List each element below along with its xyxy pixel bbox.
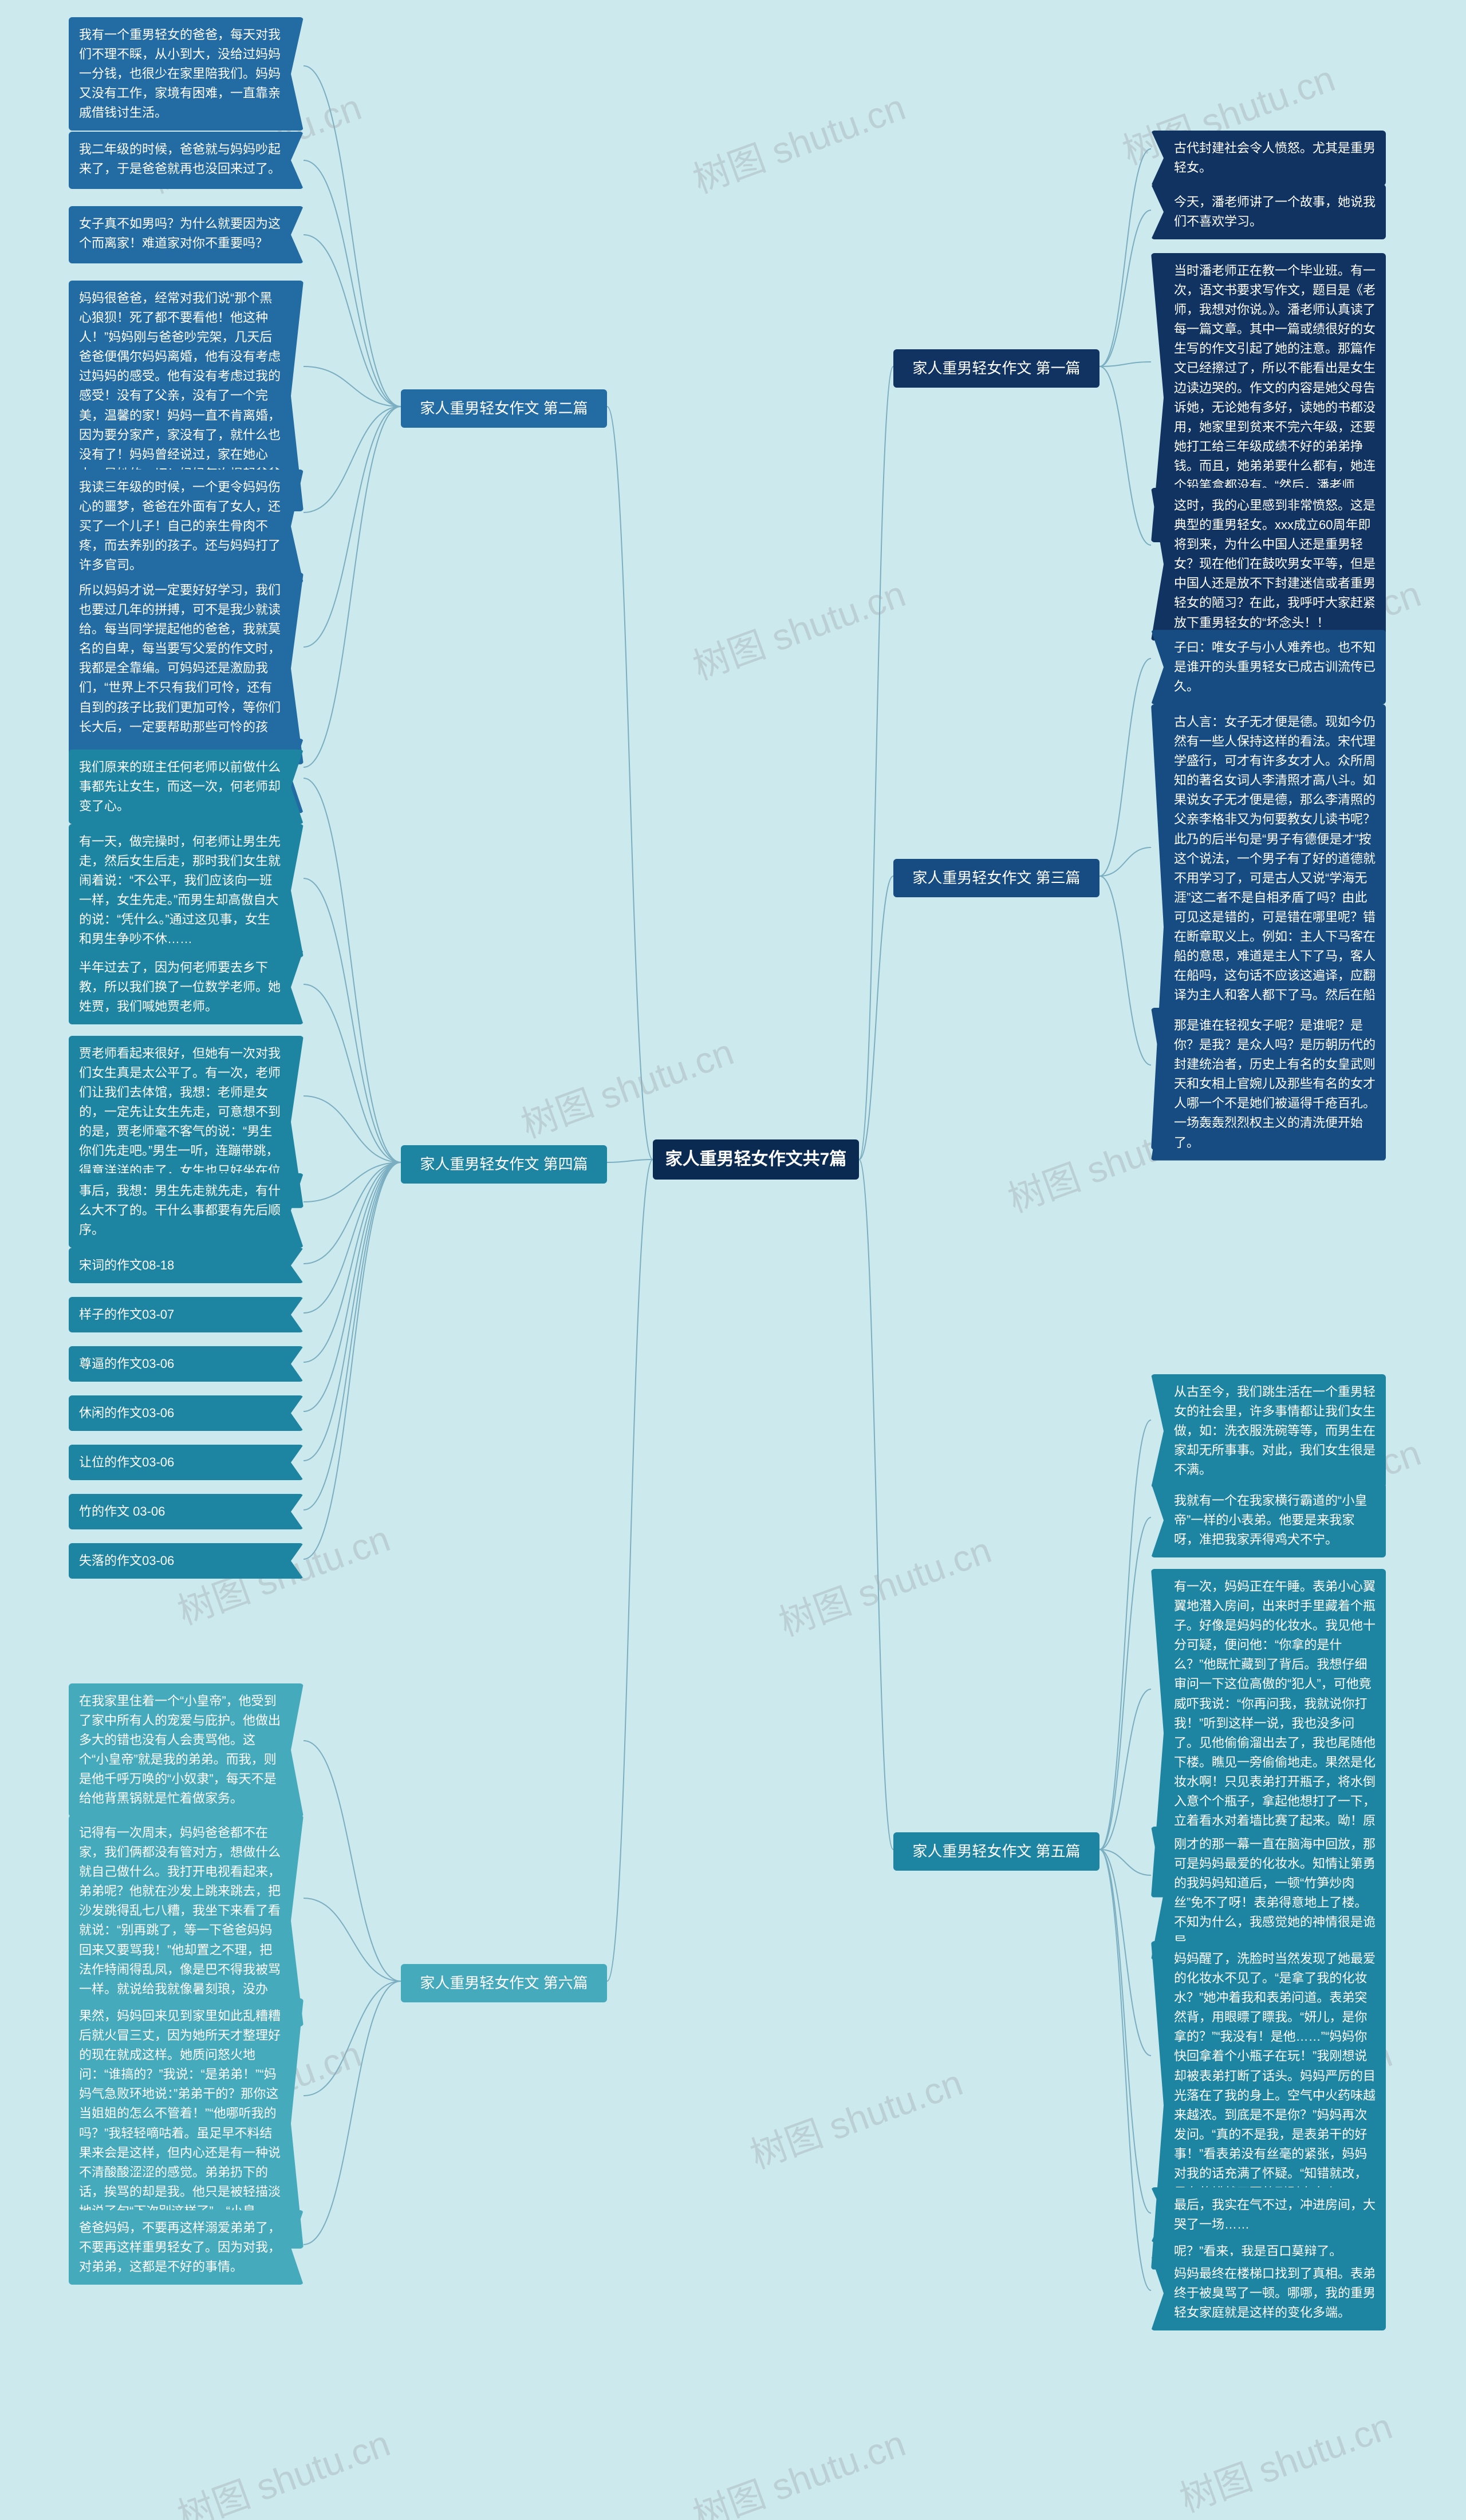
leaf-node: 宋词的作文08-18 [69, 1248, 304, 1283]
branch-node: 家人重男轻女作文 第四篇 [401, 1145, 607, 1184]
branch-node: 家人重男轻女作文 第二篇 [401, 389, 607, 428]
branch-node: 家人重男轻女作文 第六篇 [401, 1964, 607, 2002]
leaf-node: 有一天，做完操时，何老师让男生先走，然后女生后走，那时我们女生就闹着说：“不公平… [69, 824, 304, 957]
leaf-node: 今天，潘老师讲了一个故事，她说我们不喜欢学习。 [1151, 184, 1386, 239]
leaf-node: 所以妈妈才说一定要好好学习，我们也要过几年的拼搏，可不是我少就读给。每当同学提起… [69, 573, 304, 764]
watermark: 树图 shutu.cn [1172, 2397, 1398, 2520]
leaf-node: 妈妈最终在楼梯口找到了真相。表弟终于被臭骂了一顿。哪哪，我的重男轻女家庭就是这样… [1151, 2256, 1386, 2330]
watermark: 树图 shutu.cn [685, 2414, 912, 2520]
leaf-node: 竹的作文 03-06 [69, 1494, 304, 1529]
leaf-node: 失落的作文03-06 [69, 1543, 304, 1579]
leaf-node: 事后，我想：男生先走就先走，有什么大不了的。干什么事都要有先后顺序。 [69, 1173, 304, 1248]
leaf-node: 尊逼的作文03-06 [69, 1346, 304, 1382]
leaf-node: 刚才的那一幕一直在脑海中回放，那可是妈妈最爱的化妆水。知情让第勇的我妈妈知道后，… [1151, 1827, 1386, 1960]
root-node: 家人重男轻女作文共7篇 [653, 1139, 859, 1180]
leaf-node: 我有一个重男轻女的爸爸，每天对我们不理不睬，从小到大，没给过妈妈一分钱，也很少在… [69, 17, 304, 131]
leaf-node: 让位的作文03-06 [69, 1445, 304, 1480]
leaf-node: 在我家里住着一个“小皇帝”，他受到了家中所有人的宠爱与庇护。他做出多大的错也没有… [69, 1683, 304, 1817]
branch-node: 家人重男轻女作文 第五篇 [893, 1832, 1100, 1871]
leaf-node: 半年过去了，因为何老师要去乡下教，所以我们换了一位数学老师。她姓贾，我们喊她贾老… [69, 950, 304, 1024]
leaf-node: 样子的作文03-07 [69, 1297, 304, 1332]
leaf-node: 这时，我的心里感到非常愤怒。这是典型的重男轻女。xxx成立60周年即将到来，为什… [1151, 488, 1386, 641]
watermark: 树图 shutu.cn [685, 565, 912, 690]
watermark: 树图 shutu.cn [771, 1521, 998, 1646]
leaf-node: 子曰：唯女子与小人难养也。也不知是谁开的头重男轻女已成古训流传已久。 [1151, 630, 1386, 704]
branch-node: 家人重男轻女作文 第一篇 [893, 349, 1100, 388]
watermark: 树图 shutu.cn [685, 78, 912, 203]
leaf-node: 女子真不如男吗？为什么就要因为这个而离家！难道家对你不重要吗？ [69, 206, 304, 263]
leaf-node: 古代封建社会令人愤怒。尤其是重男轻女。 [1151, 131, 1386, 186]
watermark: 树图 shutu.cn [513, 1023, 740, 1148]
leaf-node: 休闲的作文03-06 [69, 1395, 304, 1431]
leaf-node: 我就有一个在我家横行霸道的“小皇帝”一样的小表弟。他要是来我家呀，准把我家弄得鸡… [1151, 1483, 1386, 1557]
mindmap-canvas: 树图 shutu.cn 树图 shutu.cn 树图 shutu.cn 树图 shut… [0, 0, 1466, 2520]
leaf-node: 我二年级的时候，爸爸就与妈妈吵起来了，于是爸爸就再也没回来过了。 [69, 132, 304, 189]
branch-node: 家人重男轻女作文 第三篇 [893, 859, 1100, 897]
leaf-node: 最后，我实在气不过，冲进房间，大哭了一场…… [1151, 2187, 1386, 2242]
leaf-node: 我读三年级的时候，一个更令妈妈伤心的噩梦，爸爸在外面有了女人，还买了一个儿子！自… [69, 470, 304, 583]
leaf-node: 爸爸妈妈，不要再这样溺爱弟弟了，不要再这样重男轻女了。因为对我，对弟弟，这都是不… [69, 2210, 304, 2285]
watermark: 树图 shutu.cn [170, 2414, 396, 2520]
leaf-node: 那是谁在轻视女子呢？是谁呢？是你？是我？是众人吗？是历朝历代的封建统治者，历史上… [1151, 1008, 1386, 1161]
watermark: 树图 shutu.cn [742, 2053, 969, 2179]
leaf-node: 我们原来的班主任何老师以前做什么事都先让女生，而这一次，何老师却变了心。 [69, 750, 304, 824]
leaf-node: 记得有一次周末，妈妈爸爸都不在家，我们俩都没有管对方，想做什么就自己做什么。我打… [69, 1815, 304, 2026]
leaf-node: 从古至今，我们跳生活在一个重男轻女的社会里，许多事情都让我们女生做，如：洗衣服洗… [1151, 1374, 1386, 1488]
